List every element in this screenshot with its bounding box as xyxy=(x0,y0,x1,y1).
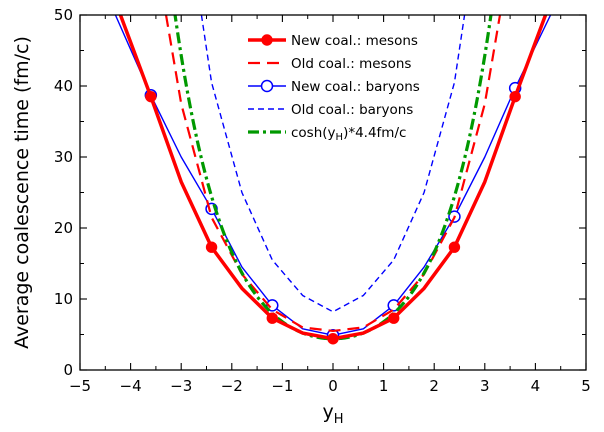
y-tick-label: 50 xyxy=(54,6,73,24)
series-0-point xyxy=(509,90,521,103)
series-0-point xyxy=(266,312,278,324)
x-tick-label: 2 xyxy=(429,377,439,395)
legend-marker-2 xyxy=(260,79,274,93)
x-tick-label: 1 xyxy=(379,377,389,395)
x-axis-title: yH xyxy=(322,401,343,427)
series-0-point xyxy=(388,312,400,324)
x-tick-label: −2 xyxy=(221,377,243,395)
series-0-point xyxy=(205,241,218,253)
series-0-point xyxy=(448,241,461,253)
y-tick-label: 20 xyxy=(54,219,73,237)
y-tick-label: 10 xyxy=(54,290,73,308)
x-tick-label: −1 xyxy=(271,377,293,395)
axis-ticks xyxy=(79,14,587,371)
series-0-point xyxy=(145,90,157,103)
x-tick-label: 5 xyxy=(581,377,591,395)
y-tick-label: 0 xyxy=(63,361,73,379)
legend: New coal.: mesons Old coal.: mesons New co… xyxy=(248,33,420,143)
legend-marker-0 xyxy=(261,34,273,46)
legend-label-1: Old coal.: mesons xyxy=(291,56,411,72)
x-tick-label: 3 xyxy=(480,377,490,395)
legend-label-3: Old coal.: baryons xyxy=(291,102,413,118)
x-tick-label: −5 xyxy=(69,377,91,395)
x-tick-label: −4 xyxy=(120,377,142,395)
legend-label-sub: H xyxy=(336,132,344,143)
plot-content xyxy=(114,15,552,345)
x-tick-label: 4 xyxy=(531,377,541,395)
x-tick-label: 0 xyxy=(328,377,338,395)
legend-label-tail: )*4.4fm/c xyxy=(343,125,406,141)
series-0-point xyxy=(327,333,339,345)
series-line-1 xyxy=(164,15,502,333)
x-tick-label: −3 xyxy=(170,377,192,395)
x-axis-title-subscript: H xyxy=(334,412,344,427)
legend-label-0: New coal.: mesons xyxy=(291,33,418,49)
series-line-3 xyxy=(200,15,466,313)
x-axis-title-main: y xyxy=(322,401,333,423)
y-tick-label: 40 xyxy=(54,77,73,95)
y-axis-title: Average coalescence time (fm/c) xyxy=(11,36,33,349)
series-line-4 xyxy=(173,15,493,341)
series-2-point xyxy=(266,299,279,312)
legend-label-4: cosh(yH)*4.4fm/c xyxy=(291,125,406,143)
y-tick-label: 30 xyxy=(54,148,73,166)
legend-label-2: New coal.: baryons xyxy=(291,79,420,95)
series-2-point xyxy=(387,299,400,312)
legend-label-main: cosh(y xyxy=(291,125,336,141)
